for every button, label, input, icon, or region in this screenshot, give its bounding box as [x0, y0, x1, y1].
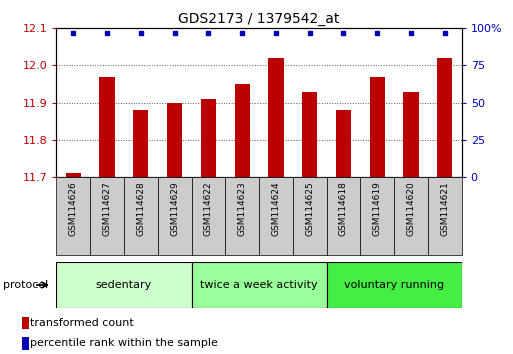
- Text: voluntary running: voluntary running: [344, 280, 444, 290]
- Bar: [167, 103, 182, 354]
- Bar: [191, 262, 327, 308]
- Bar: [90, 177, 124, 255]
- Bar: [22, 316, 29, 329]
- Bar: [259, 177, 293, 255]
- Text: GSM114618: GSM114618: [339, 181, 348, 236]
- Text: protocol: protocol: [3, 280, 48, 290]
- Bar: [22, 337, 29, 350]
- Text: transformed count: transformed count: [30, 318, 134, 329]
- Text: GSM114619: GSM114619: [373, 181, 382, 236]
- Bar: [428, 177, 462, 255]
- Text: GSM114626: GSM114626: [69, 181, 78, 236]
- Text: GSM114623: GSM114623: [238, 181, 247, 236]
- Bar: [336, 110, 351, 354]
- Text: GSM114625: GSM114625: [305, 181, 314, 236]
- Title: GDS2173 / 1379542_at: GDS2173 / 1379542_at: [179, 12, 340, 26]
- Text: percentile rank within the sample: percentile rank within the sample: [30, 338, 219, 348]
- Bar: [225, 177, 259, 255]
- Text: GSM114629: GSM114629: [170, 181, 179, 236]
- Text: GSM114627: GSM114627: [103, 181, 112, 236]
- Bar: [302, 92, 318, 354]
- Text: twice a week activity: twice a week activity: [200, 280, 318, 290]
- Text: GSM114624: GSM114624: [271, 181, 281, 235]
- Bar: [327, 177, 360, 255]
- Text: GSM114628: GSM114628: [136, 181, 145, 236]
- Bar: [157, 177, 191, 255]
- Bar: [234, 84, 250, 354]
- Text: GSM114622: GSM114622: [204, 181, 213, 235]
- Bar: [370, 76, 385, 354]
- Text: GSM114620: GSM114620: [406, 181, 416, 236]
- Bar: [360, 177, 394, 255]
- Bar: [394, 177, 428, 255]
- Bar: [66, 173, 81, 354]
- Bar: [191, 177, 225, 255]
- Bar: [133, 110, 148, 354]
- Bar: [293, 177, 327, 255]
- Bar: [56, 262, 191, 308]
- Bar: [268, 58, 284, 354]
- Bar: [56, 177, 90, 255]
- Text: GSM114621: GSM114621: [440, 181, 449, 236]
- Bar: [437, 58, 452, 354]
- Bar: [124, 177, 158, 255]
- Bar: [403, 92, 419, 354]
- Bar: [100, 76, 115, 354]
- Text: sedentary: sedentary: [96, 280, 152, 290]
- Bar: [201, 99, 216, 354]
- Bar: [327, 262, 462, 308]
